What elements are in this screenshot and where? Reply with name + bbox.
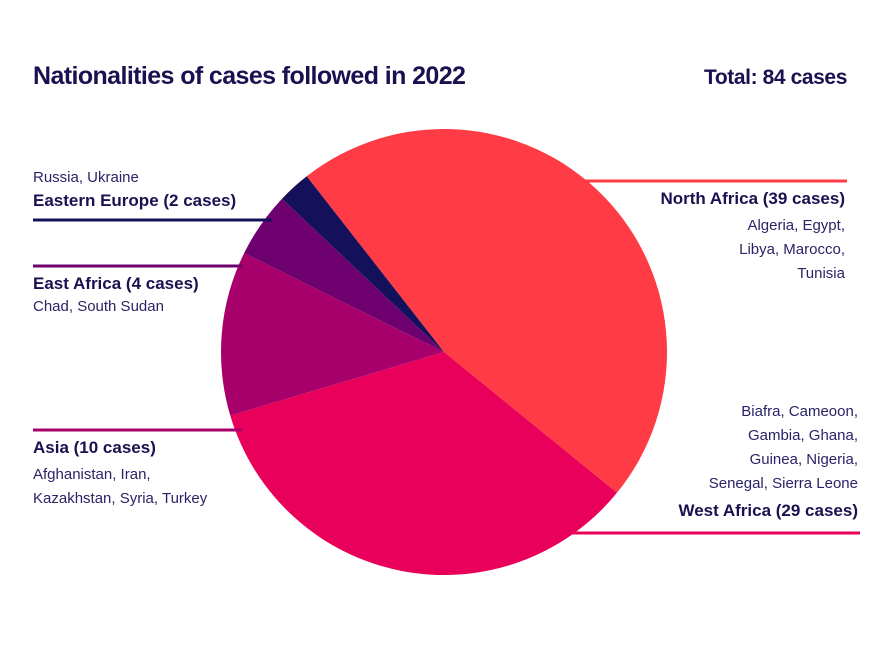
pie-slice-east-africa xyxy=(244,198,444,352)
north-africa-label: North Africa (39 cases) xyxy=(660,189,845,208)
asia-countries-line: Kazakhstan, Syria, Turkey xyxy=(33,490,208,507)
total-cases-label: Total: 84 cases xyxy=(703,66,847,89)
east-africa-countries-line: Chad, South Sudan xyxy=(33,298,164,315)
north-africa-countries-line: Libya, Marocco, xyxy=(739,241,845,258)
west-africa-countries-line: Gambia, Ghana, xyxy=(747,427,858,444)
pie-slice-west-africa xyxy=(230,352,617,576)
label-east-africa: East Africa (4 cases) Chad, South Sudan xyxy=(33,273,199,319)
west-africa-countries-line: Guinea, Nigeria, xyxy=(749,451,858,468)
east-africa-label: East Africa (4 cases) xyxy=(33,274,199,293)
asia-countries: Afghanistan, Iran, Kazakhstan, Syria, Tu… xyxy=(33,463,207,511)
north-africa-countries-line: Algeria, Egypt, xyxy=(747,217,845,234)
pie-slice-asia xyxy=(221,253,444,416)
label-north-africa: North Africa (39 cases) Algeria, Egypt, … xyxy=(660,188,845,286)
north-africa-countries: Algeria, Egypt, Libya, Marocco, Tunisia xyxy=(660,214,845,286)
east-africa-countries: Chad, South Sudan xyxy=(33,295,199,319)
eastern-europe-countries-line: Russia, Ukraine xyxy=(33,169,139,186)
pie-slice-eastern-europe xyxy=(282,176,444,352)
eastern-europe-countries: Russia, Ukraine xyxy=(33,166,236,190)
chart-title: Nationalities of cases followed in 2022 xyxy=(33,62,466,90)
label-asia: Asia (10 cases) Afghanistan, Iran, Kazak… xyxy=(33,437,207,511)
eastern-europe-label: Eastern Europe (2 cases) xyxy=(33,191,237,210)
label-eastern-europe: Russia, Ukraine Eastern Europe (2 cases) xyxy=(33,166,236,212)
asia-label: Asia (10 cases) xyxy=(33,438,156,457)
west-africa-countries-line: Biafra, Cameoon, xyxy=(741,403,858,420)
west-africa-label: West Africa (29 cases) xyxy=(678,501,858,520)
north-africa-countries-line: Tunisia xyxy=(797,265,845,282)
label-west-africa: Biafra, Cameoon, Gambia, Ghana, Guinea, … xyxy=(678,400,858,522)
west-africa-countries: Biafra, Cameoon, Gambia, Ghana, Guinea, … xyxy=(678,400,858,496)
west-africa-countries-line: Senegal, Sierra Leone xyxy=(708,475,858,492)
asia-countries-line: Afghanistan, Iran, xyxy=(33,466,151,483)
pie-slice-north-africa xyxy=(306,128,668,493)
